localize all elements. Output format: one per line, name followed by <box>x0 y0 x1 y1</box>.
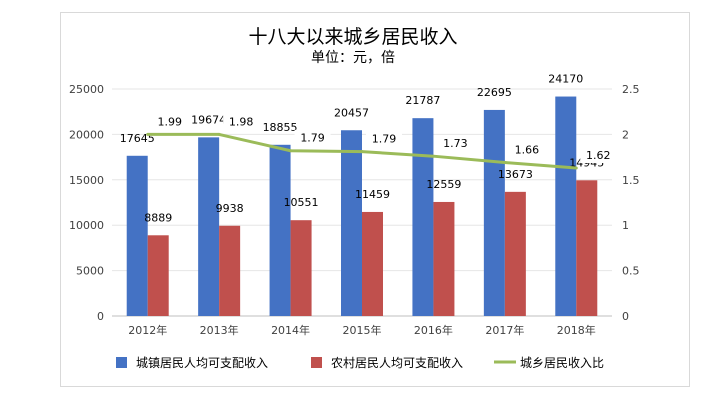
data-label-rural: 11459 <box>355 188 390 201</box>
line-point-income-ratio <box>289 149 293 153</box>
x-tick-label: 2016年 <box>414 323 453 337</box>
x-tick-label: 2014年 <box>271 323 310 337</box>
bar-urban-income <box>198 137 220 316</box>
data-label-urban: 17645 <box>120 132 155 145</box>
bar-urban-income <box>555 96 577 316</box>
data-label-bg <box>294 129 331 146</box>
data-label-rural: 13673 <box>498 168 533 181</box>
y-right-tick-label: 2 <box>622 128 629 141</box>
data-label-ratio: 1.62 <box>586 149 611 162</box>
data-label-ratio: 1.79 <box>300 132 325 145</box>
line-point-income-ratio <box>146 132 150 136</box>
y-left-tick-label: 25000 <box>69 83 104 96</box>
y-left-tick-label: 10000 <box>69 219 104 232</box>
y-right-tick-label: 1.5 <box>622 174 640 187</box>
data-label-ratio: 1.73 <box>443 137 468 150</box>
data-label-rural: 8889 <box>144 211 172 224</box>
bar-rural-income <box>219 225 241 316</box>
bar-urban-income <box>269 144 291 316</box>
data-label-bg <box>366 130 402 147</box>
line-point-income-ratio <box>574 166 578 170</box>
data-label-bg <box>151 113 188 130</box>
bar-rural-income <box>147 235 169 316</box>
data-label-urban: 20457 <box>334 106 369 119</box>
chart-subtitle: 单位：元，倍 <box>311 50 395 66</box>
data-label-rural: 12559 <box>426 178 461 191</box>
data-label-urban: 18855 <box>263 121 298 134</box>
data-label-urban: 22695 <box>477 86 512 99</box>
line-point-income-ratio <box>217 132 221 136</box>
line-point-income-ratio <box>360 150 364 154</box>
x-tick-label: 2017年 <box>485 323 524 337</box>
data-label-ratio: 1.66 <box>515 144 540 157</box>
x-tick-label: 2013年 <box>200 323 239 337</box>
data-label-ratio: 1.98 <box>229 115 254 128</box>
bar-urban-income <box>126 155 148 316</box>
bar-rural-income <box>362 211 383 316</box>
y-right-tick-label: 0.5 <box>622 265 640 278</box>
legend-swatch <box>311 357 322 368</box>
data-label-bg <box>223 113 260 130</box>
data-label-urban: 21787 <box>405 94 440 107</box>
line-point-income-ratio <box>503 161 507 165</box>
y-right-tick-label: 1 <box>622 219 629 232</box>
bar-urban-income <box>341 130 362 316</box>
data-label-ratio: 1.79 <box>372 133 397 146</box>
data-label-urban: 24170 <box>548 73 583 86</box>
y-left-tick-label: 5000 <box>76 265 104 278</box>
bar-rural-income <box>290 220 312 316</box>
bar-urban-income <box>483 109 505 316</box>
bar-rural-income <box>504 191 526 316</box>
data-label-bg <box>437 135 474 152</box>
data-label-bg <box>508 141 545 158</box>
data-label-ratio: 1.99 <box>157 115 182 128</box>
x-tick-label: 2012年 <box>128 323 167 337</box>
line-point-income-ratio <box>431 154 435 158</box>
data-label-rural: 9938 <box>216 202 244 215</box>
bar-rural-income <box>576 180 598 316</box>
bar-urban-income <box>412 118 434 316</box>
legend-label: 城乡居民收入比 <box>520 356 604 370</box>
y-left-tick-label: 20000 <box>69 128 104 141</box>
bar-rural-income <box>433 201 455 316</box>
data-label-urban: 19674 <box>191 113 226 126</box>
legend-swatch <box>116 357 127 368</box>
data-label-rural: 10551 <box>284 196 319 209</box>
y-right-tick-label: 0 <box>622 310 629 323</box>
y-right-tick-label: 2.5 <box>622 83 640 96</box>
data-label-bg <box>580 146 617 163</box>
x-tick-label: 2015年 <box>343 323 382 337</box>
y-left-tick-label: 0 <box>97 310 104 323</box>
chart-title: 十八大以来城乡居民收入 <box>248 26 458 48</box>
legend-label: 农村居民人均可支配收入 <box>331 356 463 370</box>
legend-label: 城镇居民人均可支配收入 <box>136 356 268 370</box>
x-tick-label: 2018年 <box>557 323 596 337</box>
y-left-tick-label: 15000 <box>69 174 104 187</box>
